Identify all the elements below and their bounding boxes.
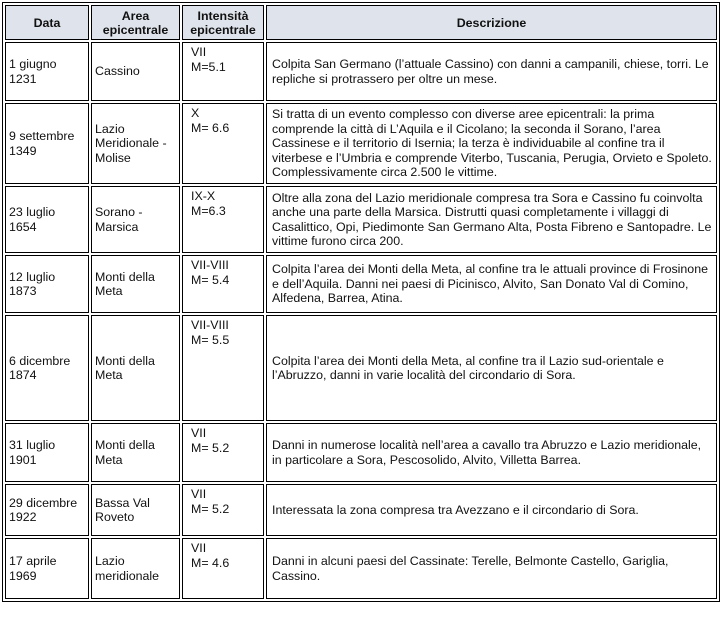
header-data: Data (5, 5, 89, 40)
intensity-cell: VII M= 5.2 (182, 423, 264, 482)
intensity-cell: X M= 6.6 (182, 103, 264, 184)
intensity-cell: VII M= 4.6 (182, 538, 264, 599)
date-cell: 6 dicembre 1874 (5, 315, 89, 421)
date-cell: 12 luglio 1873 (5, 255, 89, 313)
area-cell: Bassa Val Roveto (91, 484, 180, 536)
descrizione-text: Danni in alcuni paesi del Cassinate: Ter… (272, 554, 669, 583)
area-text: Lazio meridionale (95, 554, 160, 583)
intensity-value: IX-X (191, 189, 216, 203)
table-row: 23 luglio 1654 Sorano - Marsica IX-X M=6… (5, 186, 717, 253)
data-text: 23 luglio 1654 (9, 205, 56, 234)
data-text: 31 luglio 1901 (9, 438, 56, 467)
area-cell: Lazio Meridionale - Molise (91, 103, 180, 184)
date-cell: 9 settembre 1349 (5, 103, 89, 184)
descrizione-text: Danni in numerose località nell’area a c… (272, 438, 702, 467)
description-cell: Colpita San Germano (l’attuale Cassino) … (266, 42, 717, 101)
descrizione-text: Colpita San Germano (l’attuale Cassino) … (272, 57, 709, 86)
table-row: 29 dicembre 1922 Bassa Val Roveto VII M=… (5, 484, 717, 536)
descrizione-text: Colpita l’area dei Monti della Meta, al … (272, 262, 708, 306)
intensity-cell: VII M= 5.2 (182, 484, 264, 536)
intensity-cell: VII M=5.1 (182, 42, 264, 101)
area-cell: Sorano - Marsica (91, 186, 180, 253)
intensity-value: X (191, 106, 200, 120)
intensity-value: VII-VIII (191, 318, 229, 332)
area-text: Cassino (95, 64, 140, 79)
area-text: Monti della Meta (95, 353, 155, 383)
intensity-value: VII-VIII (191, 258, 229, 272)
description-cell: Danni in numerose località nell’area a c… (266, 423, 717, 482)
header-intensita: Intensità epicentrale (182, 5, 264, 40)
magnitude-value: M=5.1 (191, 59, 226, 74)
descrizione-text: Interessata la zona compresa tra Avezzan… (272, 502, 639, 517)
description-cell: Interessata la zona compresa tra Avezzan… (266, 484, 717, 536)
date-cell: 29 dicembre 1922 (5, 484, 89, 536)
data-text: 9 settembre 1349 (9, 129, 75, 158)
table-row: 31 luglio 1901 Monti della Meta VII M= 5… (5, 423, 717, 482)
date-cell: 23 luglio 1654 (5, 186, 89, 253)
area-text: Bassa Val Roveto (95, 495, 150, 525)
description-cell: Si tratta di un evento complesso con div… (266, 103, 717, 184)
description-cell: Colpita l’area dei Monti della Meta, al … (266, 255, 717, 313)
magnitude-value: M= 5.4 (191, 272, 230, 287)
description-cell: Oltre alla zona del Lazio meridionale co… (266, 186, 717, 253)
data-text: 1 giugno 1231 (9, 57, 57, 86)
magnitude-value: M= 5.5 (191, 332, 230, 347)
table-row: 9 settembre 1349 Lazio Meridionale - Mol… (5, 103, 717, 184)
area-cell: Cassino (91, 42, 180, 101)
magnitude-value: M= 5.2 (191, 501, 230, 516)
data-text: 12 luglio 1873 (9, 269, 56, 299)
intensity-value: VII (191, 45, 207, 59)
data-text: 6 dicembre 1874 (9, 353, 71, 383)
intensity-value: VII (191, 426, 207, 440)
descrizione-text: Si tratta di un evento complesso con div… (272, 107, 712, 180)
table-row: 17 aprile 1969 Lazio meridionale VII M= … (5, 538, 717, 599)
date-cell: 1 giugno 1231 (5, 42, 89, 101)
magnitude-value: M= 5.2 (191, 440, 230, 455)
description-cell: Colpita l’area dei Monti della Meta, al … (266, 315, 717, 421)
earthquake-table: Data Area epicentrale Intensità epicentr… (2, 2, 720, 602)
table-row: 1 giugno 1231 Cassino VII M=5.1 Colpita … (5, 42, 717, 101)
header-area: Area epicentrale (91, 5, 180, 40)
magnitude-value: M=6.3 (191, 203, 226, 218)
descrizione-text: Oltre alla zona del Lazio meridionale co… (272, 190, 712, 249)
intensity-cell: VII-VIII M= 5.5 (182, 315, 264, 421)
area-cell: Monti della Meta (91, 315, 180, 421)
area-text: Monti della Meta (95, 438, 155, 467)
table-row: 6 dicembre 1874 Monti della Meta VII-VII… (5, 315, 717, 421)
date-cell: 17 aprile 1969 (5, 538, 89, 599)
area-text: Sorano - Marsica (95, 205, 143, 234)
header-row: Data Area epicentrale Intensità epicentr… (5, 5, 717, 40)
magnitude-value: M= 6.6 (191, 120, 230, 135)
magnitude-value: M= 4.6 (191, 555, 230, 570)
area-text: Monti della Meta (95, 269, 155, 299)
area-text: Lazio Meridionale - Molise (95, 121, 167, 165)
data-text: 29 dicembre 1922 (9, 495, 78, 525)
area-cell: Monti della Meta (91, 423, 180, 482)
intensity-cell: IX-X M=6.3 (182, 186, 264, 253)
descrizione-text: Colpita l’area dei Monti della Meta, al … (272, 353, 664, 383)
header-descrizione: Descrizione (266, 5, 717, 40)
area-cell: Monti della Meta (91, 255, 180, 313)
area-cell: Lazio meridionale (91, 538, 180, 599)
intensity-value: VII (191, 487, 207, 501)
description-cell: Danni in alcuni paesi del Cassinate: Ter… (266, 538, 717, 599)
date-cell: 31 luglio 1901 (5, 423, 89, 482)
data-text: 17 aprile 1969 (9, 554, 57, 583)
intensity-cell: VII-VIII M= 5.4 (182, 255, 264, 313)
intensity-value: VII (191, 541, 207, 555)
table-row: 12 luglio 1873 Monti della Meta VII-VIII… (5, 255, 717, 313)
